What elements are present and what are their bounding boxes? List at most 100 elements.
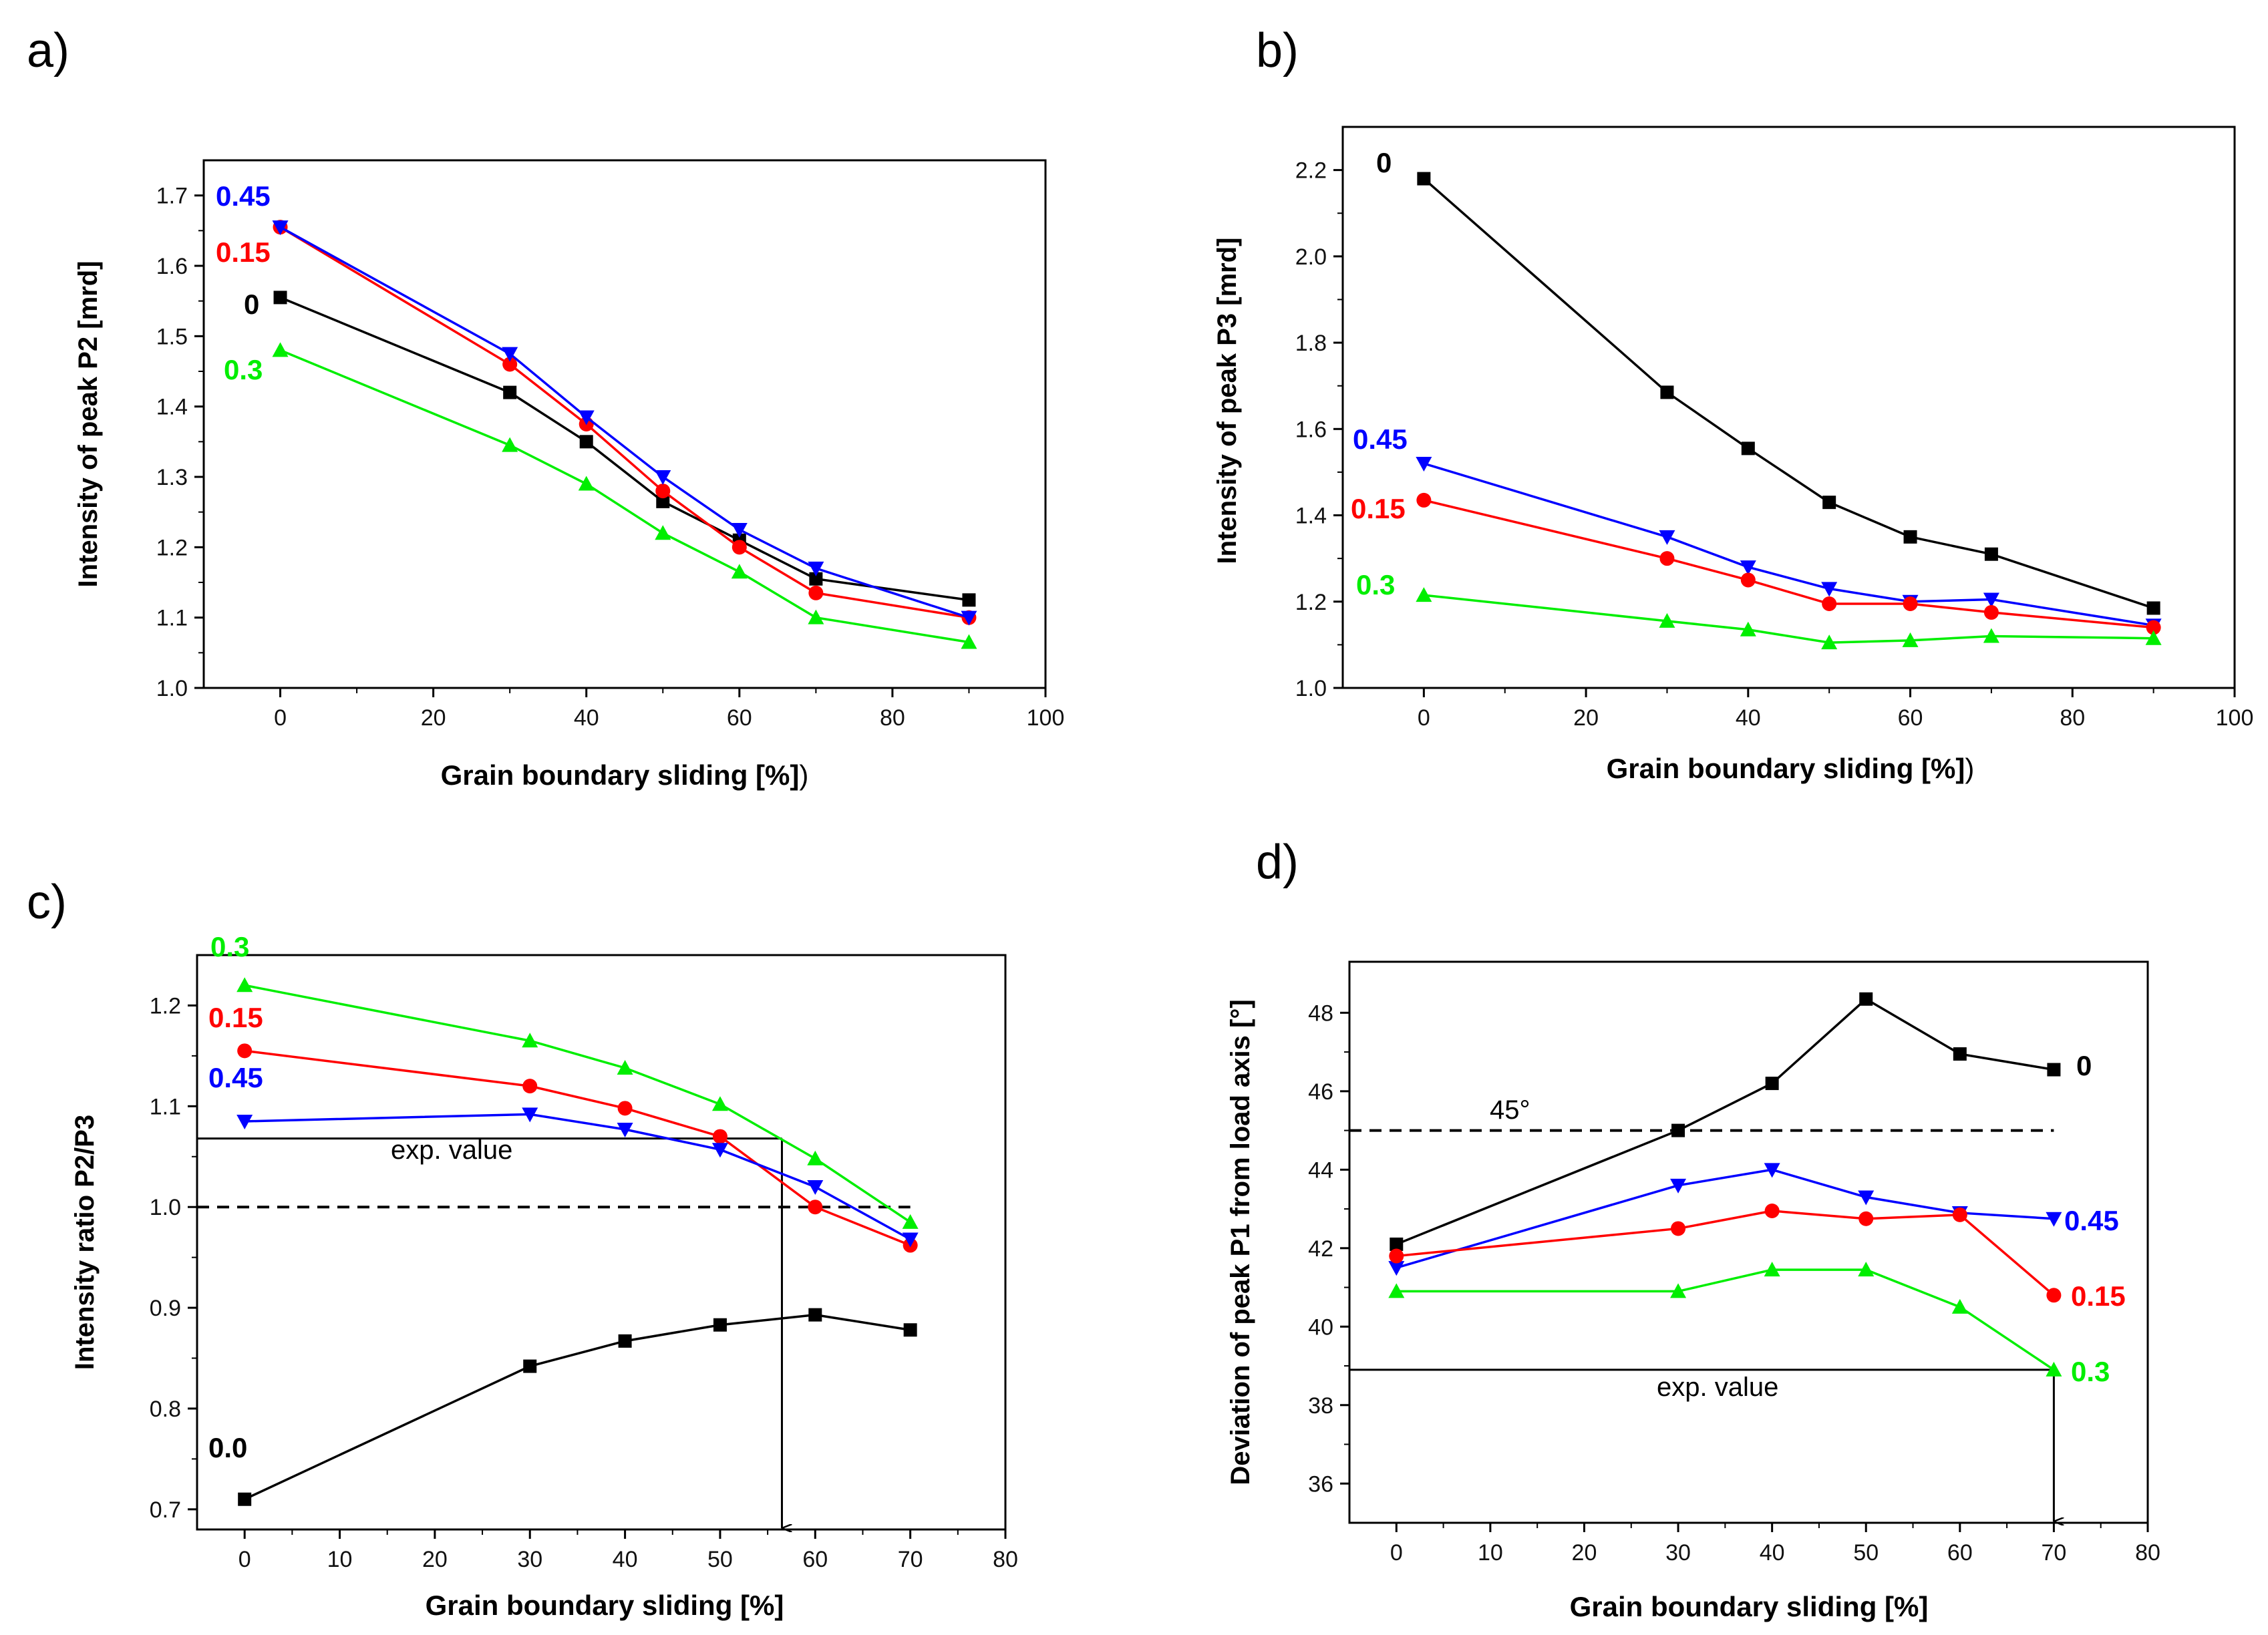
data-point [2046,1361,2062,1377]
x-tick-label: 40 [1736,705,1761,731]
x-tick-label: 50 [707,1547,733,1572]
data-point [1390,1237,1404,1251]
y-tick-label: 1.2 [1295,590,1327,615]
axes-ticks: 0 20 40 60 80 100 1.0 1.1 1.2 1.3 1.4 1.5 1.6 1.7 [156,184,1065,731]
data-point [655,470,671,485]
data-point [273,291,287,305]
data-point [1659,612,1675,628]
series-line-0.15 [1396,1210,2055,1296]
data-point [1983,592,1999,608]
data-point [1740,572,1756,588]
x-tick-label: 80 [2060,705,2085,731]
data-point [962,593,976,607]
data-point [1951,1298,1968,1314]
data-point [808,1308,822,1322]
data-point [808,1200,823,1215]
x-tick-label: 0 [1418,705,1430,731]
data-point [618,1334,632,1348]
x-tick-label: 20 [1573,705,1599,731]
series-line-0.45 [245,1113,911,1241]
data-point [1416,492,1432,508]
y-tick-label: 1.0 [1295,676,1327,701]
x-tick-label: 80 [2135,1540,2160,1566]
series-line-0 [1396,997,2054,1246]
data-point [961,634,977,649]
x-tick-label: 0 [1390,1540,1403,1566]
y-tick-label: 0.8 [150,1397,181,1422]
data-point [1903,530,1917,544]
y-tick-label: 2.0 [1295,244,1327,270]
data-point [808,561,824,576]
panel-label: a) [27,24,69,77]
x-tick-label: 60 [1898,705,1923,731]
axes-ticks: 0 10 20 30 40 50 60 70 80 0.7 0.8 0.9 1.0 1.1 1.2 [150,993,1018,1572]
data-point [503,385,517,399]
y-tick-label: 38 [1308,1393,1333,1419]
exp-value-label: exp. value [1657,1373,1778,1402]
x-tick-label: 30 [517,1547,542,1572]
data-point [1417,172,1431,186]
chart-panel-c: c) 0 10 20 30 40 50 60 70 80 0.7 0.8 0.9 1.0 1.1 1.2 e… [27,876,1018,1621]
series-label: 0.45 [208,1062,263,1093]
x-tick-label: 40 [574,705,599,731]
x-tick-label: 60 [1947,1540,1973,1566]
data-point [1389,1248,1404,1264]
x-tick-label: 50 [1853,1540,1879,1566]
data-point [1858,1190,1875,1206]
data-point [1903,596,1918,611]
y-tick-label: 0.7 [150,1497,181,1523]
series-line-0.15 [244,1049,911,1247]
series-line-0.3 [279,349,969,644]
y-tick-label: 1.6 [156,254,188,279]
data-point [1858,1211,1874,1226]
data-point [808,609,824,624]
data-point [1670,1178,1687,1194]
data-point [807,1180,824,1196]
data-point [1858,1262,1875,1277]
data-point [522,1079,538,1094]
data-point [617,1101,633,1116]
series-label: 0 [1376,147,1392,178]
y-tick-label: 46 [1308,1079,1333,1105]
data-point [272,342,289,357]
y-tick-label: 0.9 [150,1296,181,1321]
data-point [711,1096,728,1111]
data-point [1671,1221,1686,1236]
series-line-0.45 [1396,1168,2054,1269]
plot-frame [196,954,1007,1531]
series-layer [1388,992,2062,1377]
data-point [1388,1261,1405,1276]
data-point [1764,1204,1780,1219]
series-label: 0.3 [224,354,263,385]
data-point [1764,1163,1780,1178]
x-axis-label: Grain boundary sliding [%] [426,1590,784,1621]
y-tick-label: 1.0 [150,1195,181,1220]
data-point [237,1043,253,1059]
x-tick-label: 10 [1478,1540,1503,1566]
data-point [961,610,977,626]
data-point [238,1492,252,1506]
x-tick-label: 80 [993,1547,1018,1572]
data-point [236,977,253,992]
y-tick-label: 1.6 [1295,417,1327,442]
data-point [1765,1077,1779,1091]
axes-ticks: 0 20 40 60 80 100 1.0 1.2 1.4 1.6 1.8 2.0 2.2 [1295,158,2254,731]
data-point [2146,620,2161,635]
data-point [617,1123,633,1138]
data-point [1822,496,1836,510]
exp-value-label: exp. value [391,1135,512,1165]
data-point [731,523,748,538]
y-axis-label: Intensity ratio P2/P3 [70,1115,100,1370]
data-point [2146,601,2160,615]
x-tick-label: 100 [1027,705,1065,731]
y-axis-label: Intensity of peak P3 [mrd] [1212,238,1242,564]
axes-ticks: 0 10 20 30 40 50 60 70 80 36 38 40 42 44 46 48 [1308,1001,2160,1566]
y-tick-label: 1.1 [150,1094,181,1119]
data-point [236,1114,253,1129]
data-point [711,1143,728,1158]
data-point [1740,621,1756,637]
data-point [807,1150,824,1165]
data-point [2046,1212,2062,1227]
x-tick-label: 30 [1665,1540,1691,1566]
x-tick-label: 100 [2216,705,2254,731]
